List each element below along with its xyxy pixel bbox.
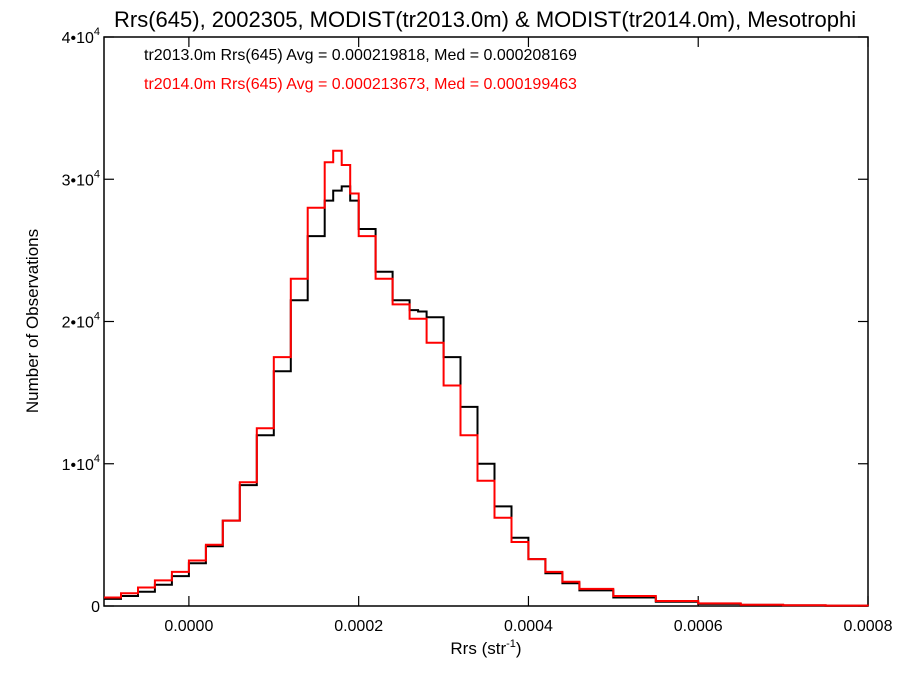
y-axis-label: Number of Observations [23,229,42,413]
y-tick-label: 2•104 [62,311,100,332]
plot-frame [103,36,869,607]
x-axis: 0.0000 0.0002 0.0004 0.0006 0.0008 [164,37,893,635]
y-axis: 0 1•104 2•104 3•104 4•104 [62,26,868,616]
series-layer [104,149,869,607]
y-tick-label: 4•104 [62,26,100,47]
legend-entry-tr2014.0m: tr2014.0m Rrs(645) Avg = 0.000213673, Me… [144,76,577,93]
x-tick-label: 0.0004 [504,618,553,635]
chart-title: Rrs(645), 2002305, MODIST(tr2013.0m) & M… [114,7,856,32]
x-tick-label: 0.0002 [334,618,383,635]
legend: tr2013.0m Rrs(645) Avg = 0.000219818, Me… [144,47,577,93]
y-tick-label: 0 [91,599,100,616]
y-tick-label: 3•104 [62,168,100,189]
legend-entry-tr2013.0m: tr2013.0m Rrs(645) Avg = 0.000219818, Me… [144,47,577,64]
y-tick-label: 1•104 [62,453,100,474]
series-line-tr2014.0m [104,149,869,607]
x-tick-label: 0.0006 [674,618,723,635]
x-tick-label: 0.0000 [164,618,213,635]
x-tick-label: 0.0008 [844,618,893,635]
series-line-tr2013.0m [104,185,869,607]
x-axis-label: Rrs (str-1) [450,638,521,658]
